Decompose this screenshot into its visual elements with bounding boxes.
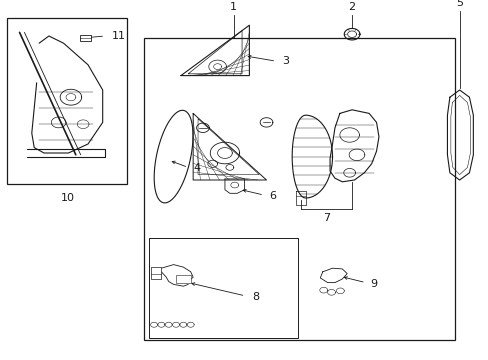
Text: 9: 9 [370,279,377,289]
Text: 7: 7 [323,213,329,223]
Text: 2: 2 [348,1,355,12]
Bar [7,18,127,184]
Text: 5: 5 [455,0,462,8]
Text: 6: 6 [268,191,275,201]
Text: 3: 3 [282,56,289,66]
Text: 8: 8 [251,292,259,302]
Bar [176,275,190,283]
Bar [144,38,454,340]
Bar [150,267,161,279]
Bar [80,35,91,41]
Text: 1: 1 [230,1,237,12]
Text: 4: 4 [193,163,201,174]
Bar [149,238,298,338]
Text: 10: 10 [61,193,74,203]
Text: 11: 11 [111,31,125,41]
